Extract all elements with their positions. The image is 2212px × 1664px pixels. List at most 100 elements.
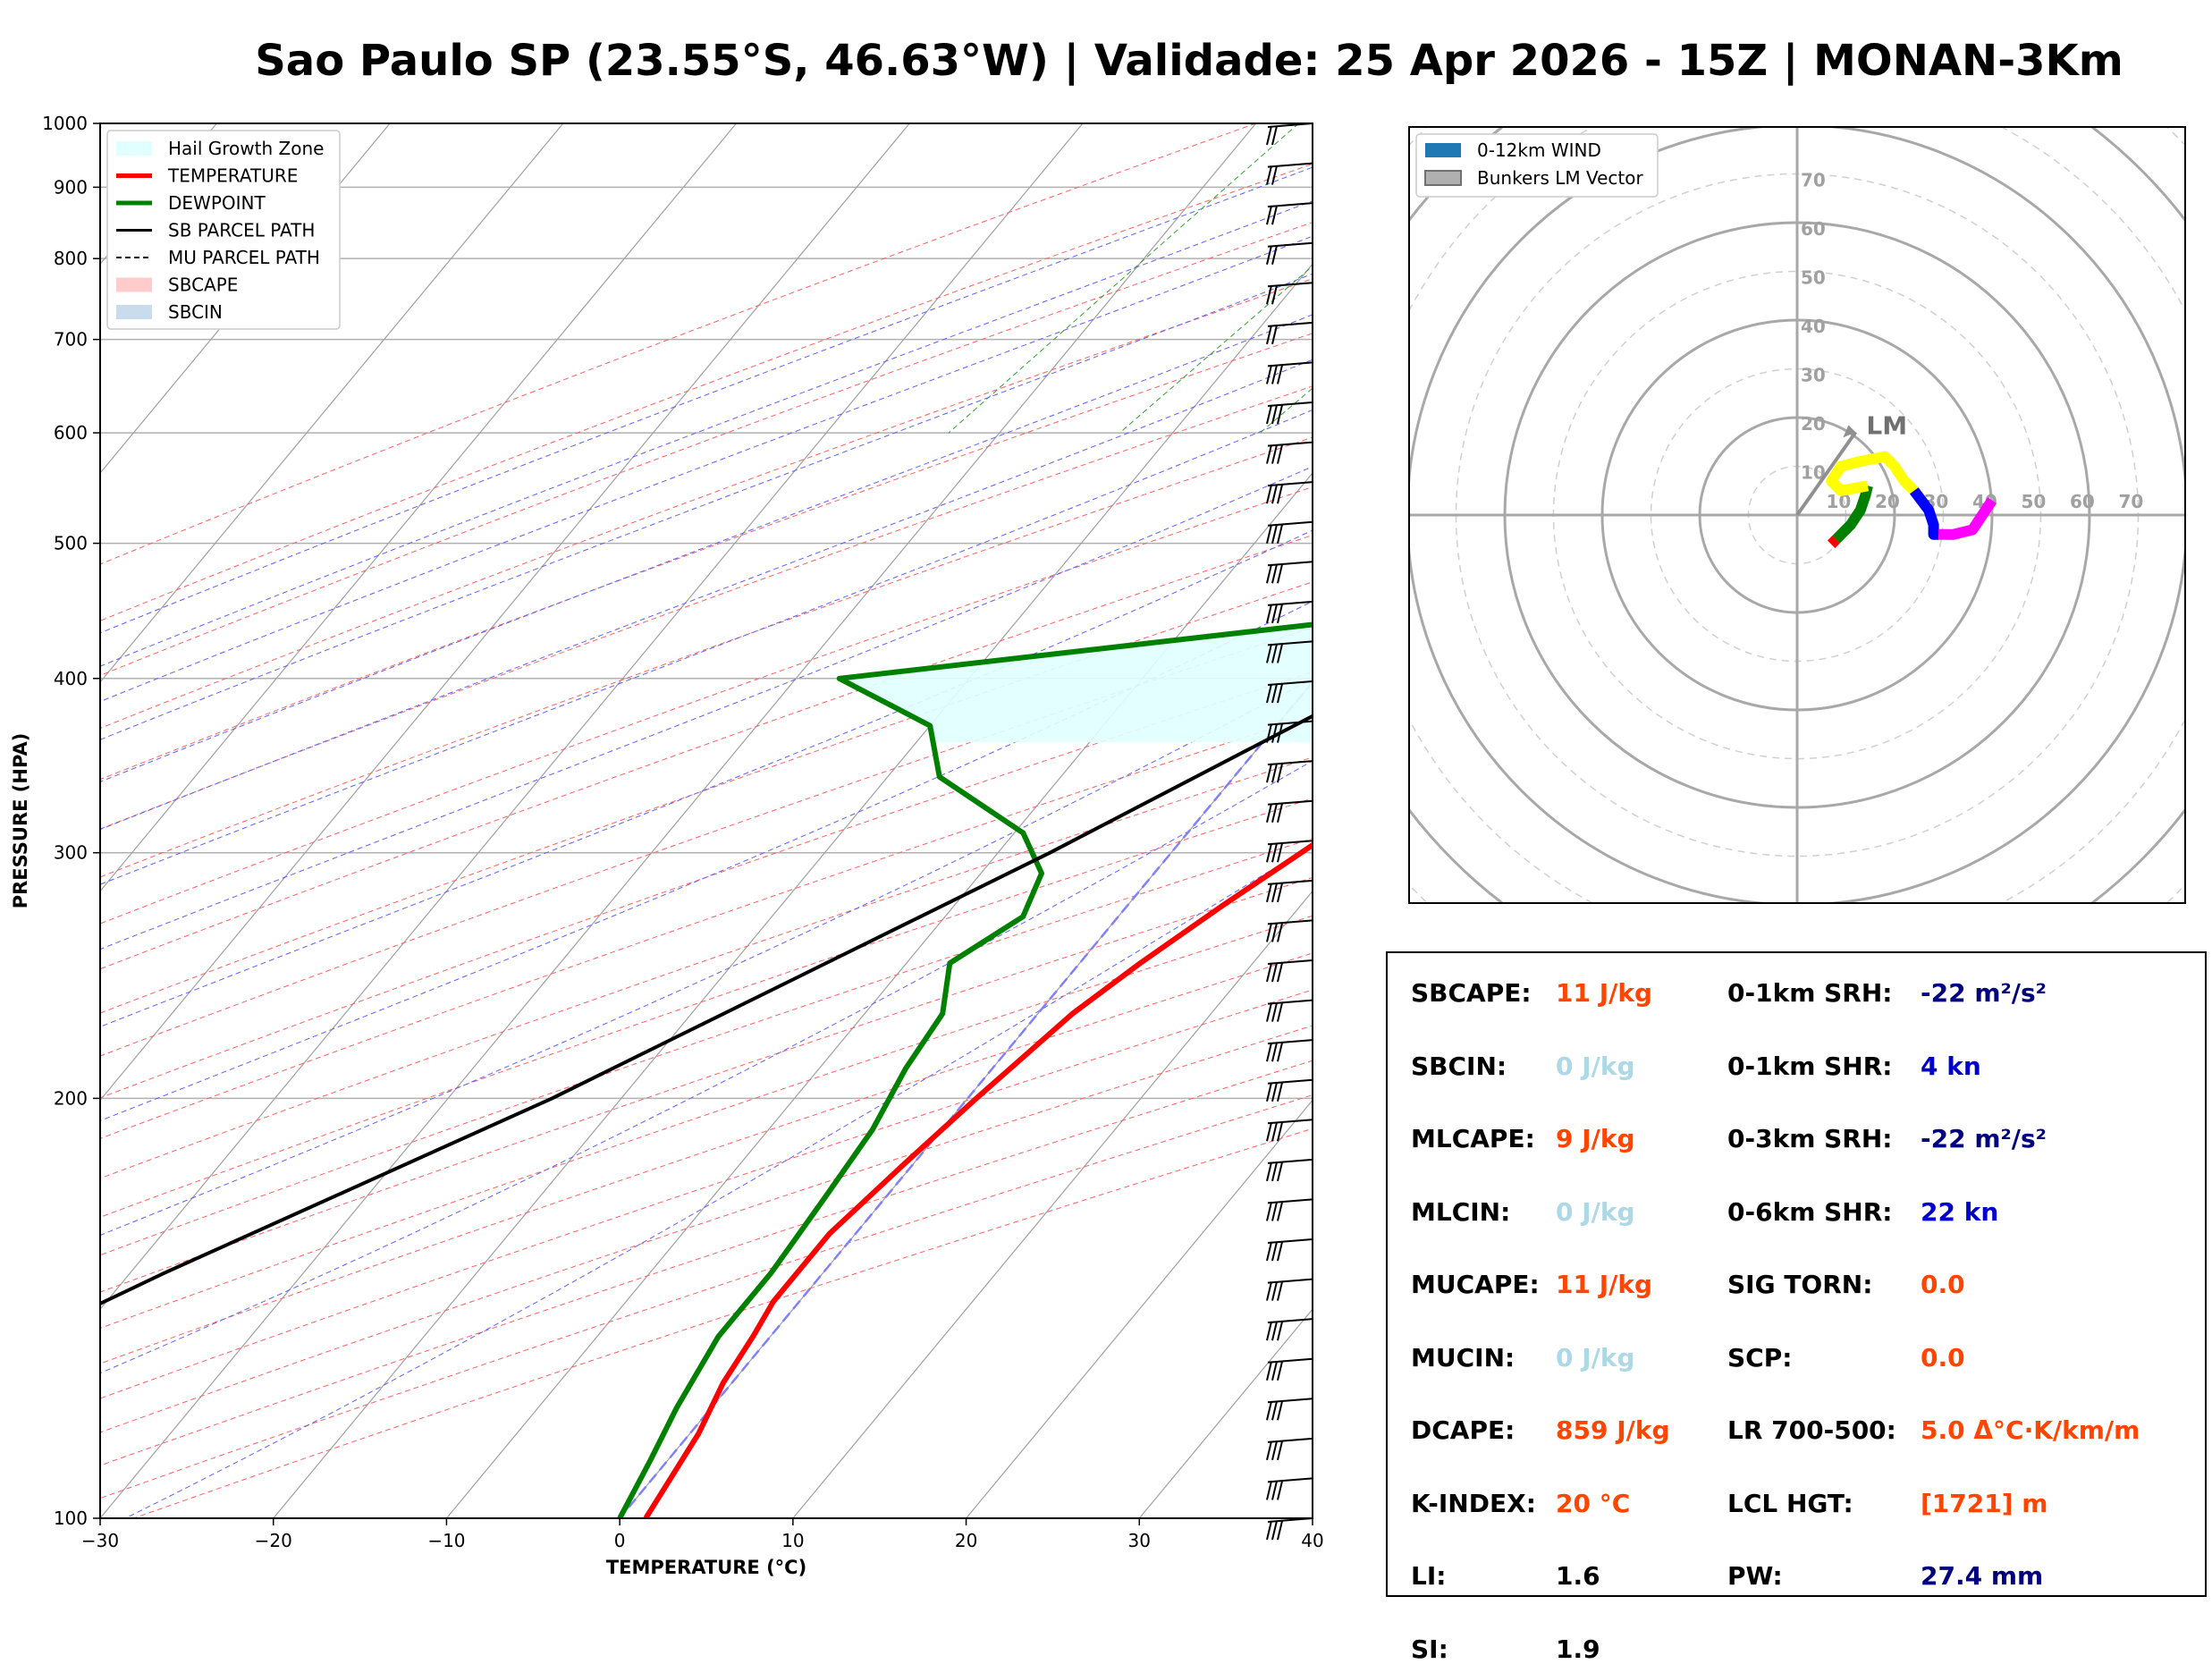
x-tick-label: 40 — [1301, 1530, 1323, 1551]
param-value: 0 J/kg — [1556, 1052, 1635, 1081]
param-label: SBCIN: — [1411, 1052, 1507, 1081]
wind-barb — [1268, 562, 1313, 565]
hodograph-ring-label: 60 — [2070, 491, 2095, 512]
wind-barb — [1268, 960, 1313, 964]
x-tick-label: −30 — [81, 1530, 119, 1551]
isotherm-gridline — [0, 123, 909, 1518]
mixing-ratio-line — [1672, 123, 2064, 433]
param-label: LI: — [1411, 1561, 1446, 1591]
wind-barb — [1268, 323, 1313, 326]
wind-barb — [1268, 801, 1313, 805]
hodograph-ring-label: 20 — [1801, 413, 1826, 435]
wind-barb — [1268, 1439, 1313, 1442]
y-tick-label: 100 — [54, 1508, 88, 1529]
legend-entry: SBCAPE — [168, 275, 238, 296]
legend-entry: MU PARCEL PATH — [168, 247, 320, 268]
wind-barb — [1268, 522, 1313, 526]
y-axis-label: PRESSURE (HPA) — [10, 733, 31, 909]
wind-barb — [1268, 1239, 1313, 1243]
wind-barb — [1268, 1478, 1313, 1482]
param-value: 20 °C — [1556, 1489, 1630, 1518]
wind-barb — [1268, 402, 1313, 406]
legend-entry: SB PARCEL PATH — [168, 220, 315, 241]
legend-entry: Bunkers LM Vector — [1477, 167, 1644, 189]
legend-entry: 0-12km WIND — [1477, 139, 1601, 161]
isotherm-gridline — [0, 123, 1083, 1518]
param-value: -22 m²/s² — [1921, 1124, 2047, 1153]
param-label: 0-1km SRH: — [1727, 978, 1893, 1008]
hodograph-ring-label: 20 — [1875, 491, 1900, 512]
param-value: 0.0 — [1921, 1270, 1965, 1299]
dry-adiabat — [0, 123, 1602, 1518]
param-value: [1721] m — [1921, 1489, 2047, 1518]
param-label: SIG TORN: — [1727, 1270, 1872, 1299]
y-tick-label: 200 — [54, 1087, 88, 1109]
hodograph-ring-label: 60 — [1801, 218, 1826, 240]
x-tick-label: −20 — [255, 1530, 292, 1551]
y-tick-label: 900 — [54, 176, 88, 198]
wind-barb — [1268, 840, 1313, 844]
param-value: 9 J/kg — [1556, 1124, 1635, 1153]
param-label: SI: — [1411, 1634, 1448, 1664]
legend-entry: Hail Growth Zone — [168, 138, 324, 159]
wind-barb — [1268, 362, 1313, 366]
wind-barb — [1268, 1160, 1313, 1163]
param-value: 859 J/kg — [1556, 1415, 1670, 1445]
x-tick-label: 10 — [781, 1530, 804, 1551]
x-tick-label: −10 — [427, 1530, 465, 1551]
x-tick-label: 30 — [1128, 1530, 1151, 1551]
wind-barb — [1268, 1280, 1313, 1283]
hodograph-ring-label: 40 — [1801, 316, 1826, 337]
param-label: SBCAPE: — [1411, 978, 1532, 1008]
wind-barb — [1268, 881, 1313, 884]
param-label: MUCAPE: — [1411, 1270, 1540, 1299]
wind-barb — [1268, 1199, 1313, 1203]
param-value: 5.0 Δ°C·K/km/m — [1921, 1415, 2140, 1445]
y-tick-label: 500 — [54, 533, 88, 554]
wind-barb — [1268, 164, 1313, 167]
wind-barb — [1268, 1080, 1313, 1084]
dry-adiabat — [0, 123, 1429, 1518]
hodograph-segment — [1831, 539, 1836, 544]
lm-label: LM — [1866, 410, 1907, 440]
y-tick-label: 800 — [54, 248, 88, 269]
legend-entry: TEMPERATURE — [167, 165, 298, 187]
param-label: PW: — [1727, 1561, 1783, 1591]
isotherm-gridline — [0, 123, 737, 1518]
wind-barb — [1268, 203, 1313, 207]
hodograph-ring-label: 50 — [1801, 267, 1826, 289]
wind-barb — [1268, 1040, 1313, 1043]
legend-entry: DEWPOINT — [168, 192, 266, 214]
hodograph-ring-label: 70 — [1801, 170, 1826, 191]
y-tick-label: 400 — [54, 668, 88, 689]
param-value: 4 kn — [1921, 1052, 1981, 1081]
x-axis-label: TEMPERATURE (°C) — [606, 1557, 806, 1578]
hodograph-segment — [1831, 457, 1914, 491]
param-label: LR 700-500: — [1727, 1415, 1896, 1445]
y-tick-label: 300 — [54, 842, 88, 864]
isotherm-gridline — [100, 123, 1256, 1518]
isotherm-gridline — [0, 123, 216, 1518]
param-value: 27.4 mm — [1921, 1561, 2043, 1591]
param-label: MLCIN: — [1411, 1197, 1510, 1227]
param-label: DCAPE: — [1411, 1415, 1515, 1445]
param-label: LCL HGT: — [1727, 1489, 1853, 1518]
param-label: MLCAPE: — [1411, 1124, 1535, 1153]
param-value: 0 J/kg — [1556, 1343, 1635, 1373]
mixing-ratio-line — [949, 123, 1298, 433]
legend-entry: SBCIN — [168, 301, 223, 323]
hodograph-ring — [1212, 0, 2212, 1100]
moist-adiabat — [0, 123, 1515, 1518]
param-value: 22 kn — [1921, 1197, 1998, 1227]
hodograph-ring — [1262, 0, 2212, 1052]
y-tick-label: 600 — [54, 422, 88, 443]
param-label: MUCIN: — [1411, 1343, 1515, 1373]
wind-barb — [1268, 243, 1313, 247]
hodograph-ring-label: 70 — [2119, 491, 2144, 512]
param-label: 0-3km SRH: — [1727, 1124, 1893, 1153]
wind-barb — [1268, 1398, 1313, 1402]
param-value: 0.0 — [1921, 1343, 1965, 1373]
wind-barb — [1268, 920, 1313, 924]
skewt-frame — [100, 123, 1313, 1518]
